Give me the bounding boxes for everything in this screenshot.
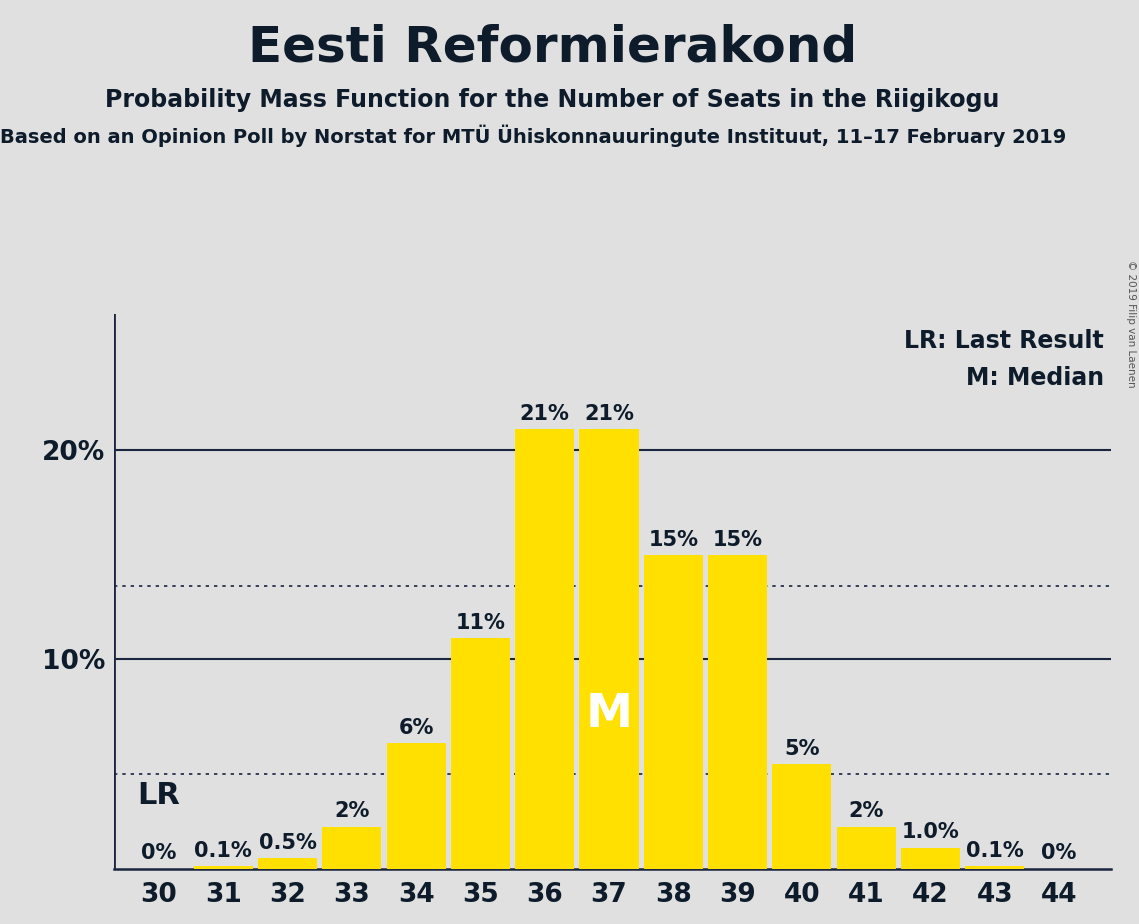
Bar [901, 847, 960, 869]
Text: 2%: 2% [334, 801, 369, 821]
Text: 0.1%: 0.1% [195, 841, 252, 861]
Text: LR: Last Result: LR: Last Result [904, 329, 1104, 353]
Text: Probability Mass Function for the Number of Seats in the Riigikogu: Probability Mass Function for the Number… [105, 88, 1000, 112]
Bar [386, 743, 445, 869]
Bar [257, 858, 317, 869]
Text: M: M [585, 692, 632, 737]
Text: 1.0%: 1.0% [902, 822, 959, 843]
Text: 11%: 11% [456, 614, 506, 633]
Text: 0.5%: 0.5% [259, 833, 317, 853]
Bar [644, 554, 703, 869]
Bar [965, 867, 1024, 869]
Text: 21%: 21% [584, 404, 634, 424]
Bar [451, 638, 510, 869]
Text: 0.1%: 0.1% [966, 841, 1024, 861]
Text: 0%: 0% [1041, 844, 1076, 863]
Text: 0%: 0% [141, 844, 177, 863]
Text: 21%: 21% [519, 404, 570, 424]
Text: Based on an Opinion Poll by Norstat for MTÜ Ühiskonnauuringute Instituut, 11–17 : Based on an Opinion Poll by Norstat for … [0, 125, 1066, 147]
Text: 5%: 5% [784, 738, 820, 759]
Text: 15%: 15% [713, 529, 763, 550]
Text: 2%: 2% [849, 801, 884, 821]
Bar [837, 827, 895, 869]
Bar [322, 827, 382, 869]
Bar [708, 554, 768, 869]
Text: LR: LR [138, 781, 180, 809]
Text: 6%: 6% [399, 718, 434, 737]
Bar [515, 430, 574, 869]
Bar [194, 867, 253, 869]
Bar [580, 430, 639, 869]
Text: M: Median: M: Median [966, 367, 1104, 391]
Text: 15%: 15% [648, 529, 698, 550]
Bar [772, 764, 831, 869]
Text: © 2019 Filip van Laenen: © 2019 Filip van Laenen [1126, 260, 1136, 387]
Text: Eesti Reformierakond: Eesti Reformierakond [248, 23, 857, 71]
